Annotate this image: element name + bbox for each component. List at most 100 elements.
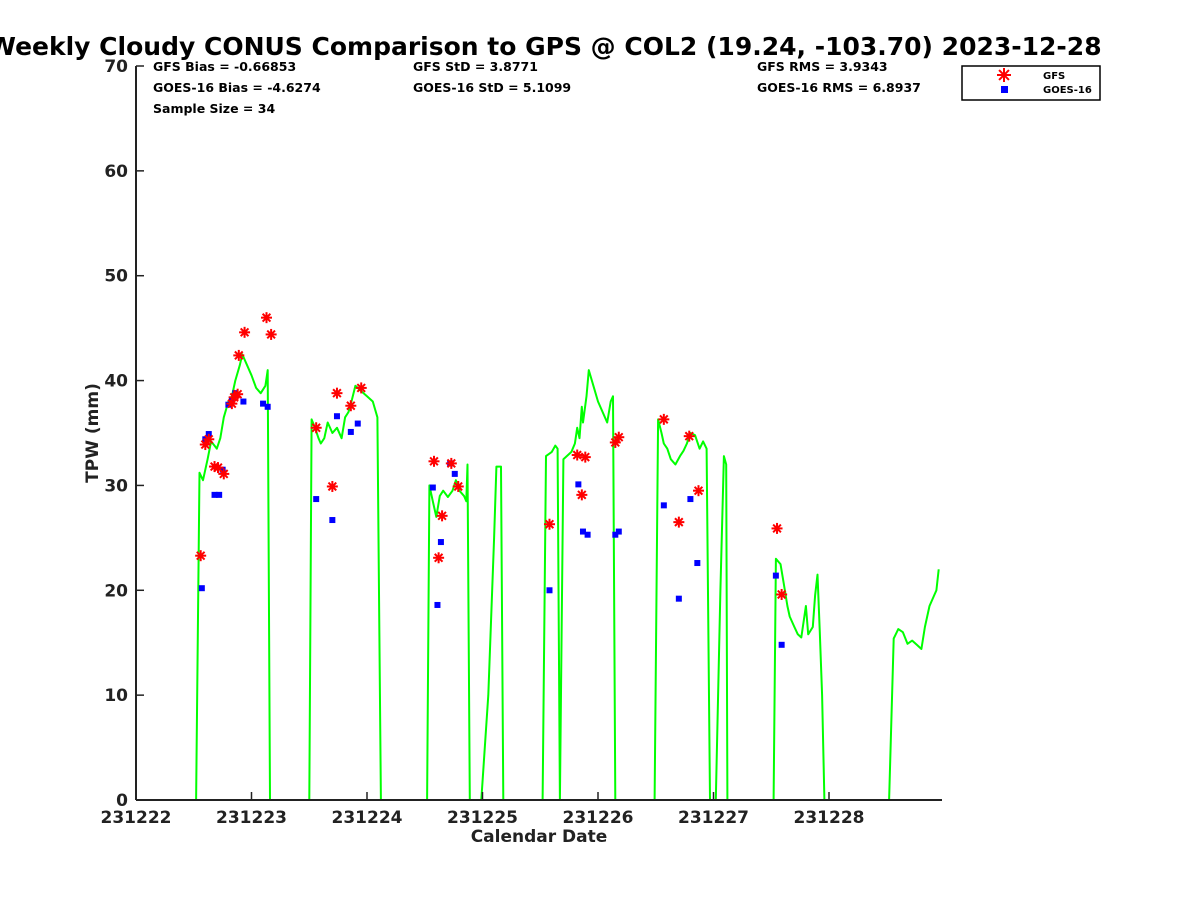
y-tick-label: 30 (104, 476, 128, 496)
goes-16-point (778, 641, 785, 648)
gps-line-segment (541, 369, 617, 801)
goes-16-point (437, 539, 444, 546)
legend-gfs-asterisk (997, 68, 1011, 82)
goes-16-point (240, 398, 247, 405)
goes-bias-text: GOES-16 Bias = -4.6274 (153, 80, 321, 95)
gps-line-segment (308, 384, 382, 801)
gfs-point (452, 480, 464, 492)
goes-16-point (546, 587, 553, 594)
goes-16-point (434, 601, 441, 608)
gps-line-segment (888, 569, 940, 801)
goes-16-point (347, 428, 354, 435)
goes-16-point (694, 560, 701, 567)
y-tick-label: 10 (104, 686, 128, 706)
goes-16-point (687, 496, 694, 503)
axes: 0 10 20 30 40 50 60 70 231222 231223 231224 231225 2… (101, 57, 942, 828)
legend-goes-marker (1001, 86, 1008, 93)
gfs-point (445, 457, 457, 469)
gfs-point (233, 349, 245, 361)
x-tick-label: 231224 (332, 808, 403, 828)
chart-title: Weekly Cloudy CONUS Comparison to GPS @ … (0, 32, 1102, 61)
goes-16-point (579, 528, 586, 535)
goes-16-point (260, 400, 267, 407)
legend-gfs-label: GFS (1043, 71, 1065, 82)
x-tick-label: 231225 (447, 808, 518, 828)
gfs-rms-text: GFS RMS = 3.9343 (757, 59, 888, 74)
gfs-point (232, 388, 244, 400)
goes-16-point (612, 531, 619, 538)
legend-gfs-marker (997, 68, 1011, 82)
x-tick-label: 231222 (101, 808, 172, 828)
gfs-point (579, 451, 591, 463)
gfs-point (265, 328, 277, 340)
goes-16-point (313, 496, 320, 503)
gfs-point (345, 400, 357, 412)
y-tick-label: 60 (104, 162, 128, 182)
gfs-point (355, 382, 367, 394)
gfs-point (776, 588, 788, 600)
gps-line-segment (480, 465, 505, 801)
gfs-point (436, 510, 448, 522)
sample-size-text: Sample Size = 34 (153, 101, 275, 116)
gfs-point (331, 387, 343, 399)
plot-lines (195, 353, 940, 801)
gps-line-segment (772, 557, 826, 801)
gfs-point (673, 516, 685, 528)
goes-16-points (198, 390, 785, 648)
goes-16-point (584, 531, 591, 538)
gfs-point (576, 489, 588, 501)
y-tick-label: 70 (104, 57, 128, 77)
goes-16-point (264, 403, 271, 410)
gfs-bias-text: GFS Bias = -0.66853 (153, 59, 296, 74)
x-axis-label: Calendar Date (471, 827, 608, 847)
gfs-point (218, 468, 230, 480)
y-axis-label: TPW (mm) (83, 383, 103, 483)
goes-16-point (429, 484, 436, 491)
gfs-point (683, 430, 695, 442)
goes-16-point (333, 413, 340, 420)
goes-16-point (198, 585, 205, 592)
goes-16-point (615, 528, 622, 535)
goes-16-point (451, 470, 458, 477)
gfs-points (195, 312, 788, 600)
goes-16-point (219, 466, 226, 473)
x-tick-label: 231223 (216, 808, 287, 828)
gfs-point (613, 431, 625, 443)
gfs-point (428, 455, 440, 467)
gfs-point (203, 433, 215, 445)
y-tick-label: 50 (104, 267, 128, 287)
legend-goes-label: GOES-16 (1043, 85, 1092, 96)
gfs-point (261, 312, 273, 324)
x-tick-label: 231226 (563, 808, 634, 828)
gfs-point (571, 449, 583, 461)
goes-16-point (216, 491, 223, 498)
gfs-point (239, 326, 251, 338)
goes-16-point (211, 491, 218, 498)
gps-line-segment (653, 418, 729, 801)
y-tick-label: 40 (104, 372, 128, 392)
x-tick-label: 231227 (678, 808, 749, 828)
goes-rms-text: GOES-16 RMS = 6.8937 (757, 80, 921, 95)
y-tick-label: 20 (104, 581, 128, 601)
gfs-point (195, 550, 207, 562)
gfs-std-text: GFS StD = 3.8771 (413, 59, 538, 74)
gps-line-segment (195, 353, 271, 801)
gfs-point (771, 522, 783, 534)
goes-std-text: GOES-16 StD = 5.1099 (413, 80, 571, 95)
goes-16-point (354, 420, 361, 427)
goes-16-point (329, 517, 336, 524)
gps-line-segment (426, 463, 471, 801)
gfs-point (310, 422, 322, 434)
gfs-point (543, 518, 555, 530)
goes-16-point (575, 481, 582, 488)
gfs-point (658, 413, 670, 425)
legend-box (961, 65, 1101, 101)
goes-16-point (660, 502, 667, 509)
goes-16-point (772, 572, 779, 579)
legend: GFS GOES-16 (961, 65, 1101, 101)
goes-16-point (225, 401, 232, 408)
gfs-point (433, 552, 445, 564)
goes-16-point (675, 595, 682, 602)
gfs-point (692, 485, 704, 497)
